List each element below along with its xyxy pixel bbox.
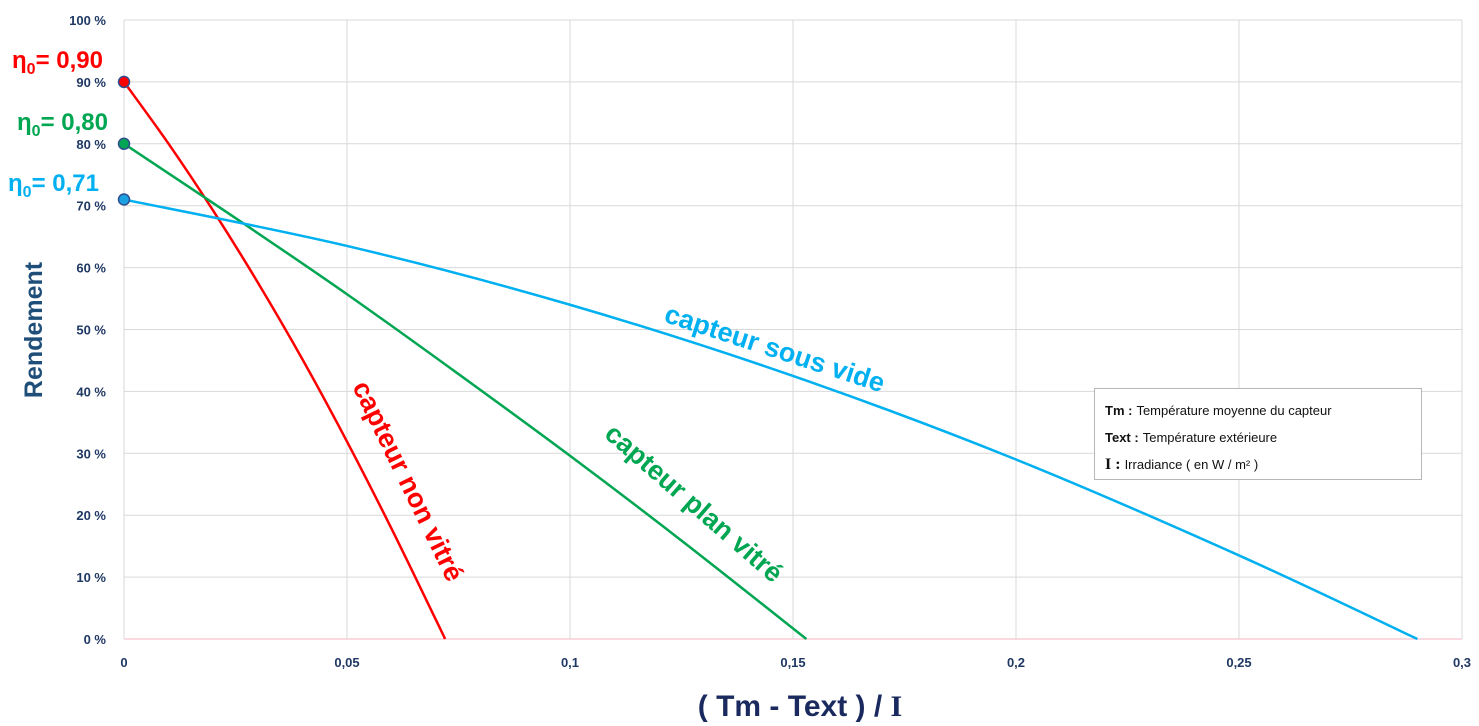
y-tick-label: 50 % <box>76 323 106 338</box>
x-tick-label: 0,05 <box>334 655 359 670</box>
series-start-point <box>117 75 131 89</box>
eta0-label-red: η0= 0,90 <box>12 47 103 78</box>
x-tick-label: 0,1 <box>561 655 579 670</box>
series-start-point <box>117 137 131 151</box>
y-tick-label: 90 % <box>76 75 106 90</box>
y-tick-label: 0 % <box>84 632 107 647</box>
x-axis-title-irradiance: I <box>891 690 903 723</box>
legend-box: Tm : Température moyenne du capteur Text … <box>1094 388 1422 480</box>
series-line <box>123 142 808 640</box>
y-tick-label: 30 % <box>76 446 106 461</box>
legend-item-tm: Tm : Température moyenne du capteur <box>1105 403 1332 418</box>
x-axis-title-main: ( Tm - Text ) / <box>698 690 891 723</box>
x-tick-label: 0,2 <box>1007 655 1025 670</box>
label-capteur-plan-vitre: capteur plan vitré <box>599 418 789 588</box>
series-start-point <box>117 193 131 206</box>
y-tick-label: 80 % <box>76 137 106 152</box>
x-tick-label: 0 <box>120 655 127 670</box>
y-tick-label: 10 % <box>76 570 106 585</box>
series-line <box>123 198 1418 641</box>
x-tick-label: 0,15 <box>780 655 805 670</box>
y-tick-label: 70 % <box>76 199 106 214</box>
y-tick-label: 60 % <box>76 261 106 276</box>
eta0-label-green: η0= 0,80 <box>17 109 108 140</box>
series-line <box>122 81 447 640</box>
y-axis-title: Rendement <box>20 261 48 398</box>
y-tick-label: 40 % <box>76 384 106 399</box>
eta0-label-blue: η0= 0,71 <box>8 170 99 201</box>
y-tick-label: 20 % <box>76 508 106 523</box>
x-tick-label: 0,3 <box>1453 655 1471 670</box>
y-tick-label: 100 % <box>69 13 106 28</box>
x-axis-title: ( Tm - Text ) / I <box>698 690 902 723</box>
legend-item-irradiance: I : Irradiance ( en W / m² ) <box>1105 456 1259 473</box>
label-capteur-sous-vide: capteur sous vide <box>661 299 889 398</box>
label-capteur-non-vitre: capteur non vitré <box>347 376 470 586</box>
x-tick-label: 0,25 <box>1226 655 1251 670</box>
legend-item-text: Text : Température extérieure <box>1105 430 1278 445</box>
